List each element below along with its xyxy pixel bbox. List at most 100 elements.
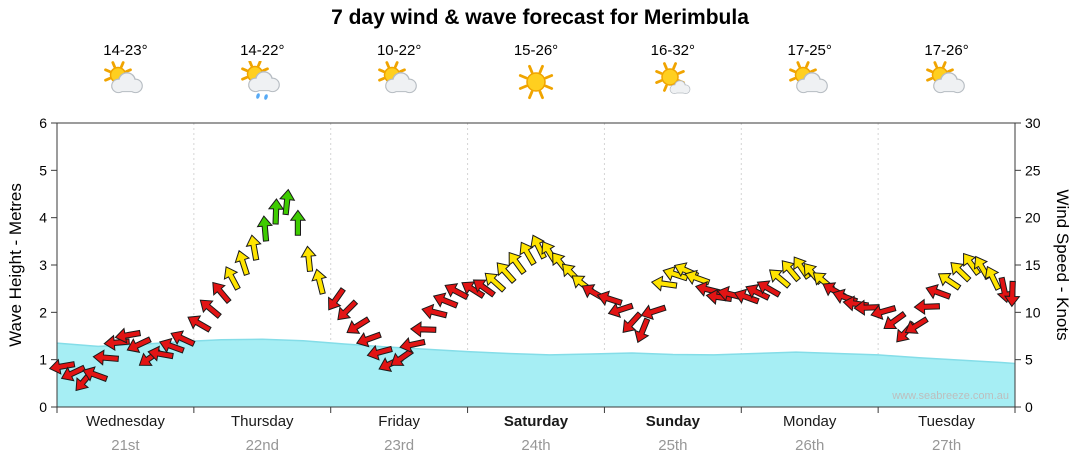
wind-arrow xyxy=(300,245,317,273)
wind-arrow xyxy=(103,334,130,351)
wind-arrow xyxy=(925,283,952,300)
cloud-icon xyxy=(248,71,281,93)
temperature-range: 14-23° xyxy=(103,42,148,59)
weather-icon-partly-cloudy xyxy=(378,61,417,94)
y-left-tick-label: 2 xyxy=(39,304,47,320)
temperature-range: 10-22° xyxy=(376,42,422,59)
wind-arrow xyxy=(346,316,371,334)
wind-arrow xyxy=(223,266,241,291)
wind-arrow xyxy=(48,358,76,375)
wind-arrow xyxy=(289,209,307,236)
weather-icon-partly-cloudy xyxy=(104,61,144,94)
day-date-label: 24th xyxy=(521,437,551,454)
day-date-label: 26th xyxy=(795,437,825,454)
wind-arrow xyxy=(853,299,880,316)
day-forecast-header: 17-25° xyxy=(786,42,834,108)
y-right-tick-label: 10 xyxy=(1025,304,1041,320)
cloud-icon xyxy=(932,72,965,94)
wind-arrow xyxy=(607,302,634,319)
day-date-label: 27th xyxy=(931,437,962,454)
wind-arrow xyxy=(733,288,760,305)
wind-arrow xyxy=(234,249,251,276)
weather-icon-partly-cloudy xyxy=(925,61,965,94)
wind-arrow xyxy=(768,269,792,289)
wind-arrow xyxy=(684,269,711,286)
wind-arrow xyxy=(870,304,897,320)
y-left-tick-label: 4 xyxy=(39,210,47,226)
day-name-label: Saturday xyxy=(503,413,569,430)
day-forecast-header: 16-32° xyxy=(649,42,697,108)
y-left-tick-label: 5 xyxy=(39,162,47,178)
y-left-tick-label: 6 xyxy=(39,115,47,131)
temperature-range: 17-25° xyxy=(787,42,832,59)
day-forecast-header: 14-23° xyxy=(101,42,149,108)
y-right-tick-label: 5 xyxy=(1025,352,1033,368)
page-title: 7 day wind & wave forecast for Merimbula xyxy=(331,6,749,29)
weather-icon-partly-cloudy xyxy=(788,61,828,94)
wind-arrow xyxy=(508,251,527,276)
wind-arrow xyxy=(984,265,1002,291)
wind-arrow xyxy=(337,299,359,321)
day-date-label: 25th xyxy=(658,437,688,454)
wind-arrow xyxy=(913,298,941,315)
sun-icon xyxy=(518,64,554,100)
wind-arrow xyxy=(781,260,802,283)
day-name-label: Thursday xyxy=(231,413,294,430)
wind-arrow xyxy=(311,268,328,295)
cloud-icon xyxy=(795,72,828,94)
wind-arrow xyxy=(883,311,907,330)
wave-height-edge xyxy=(56,338,1016,365)
wind-arrow xyxy=(421,303,448,320)
weather-icon-partly-cloudy-rain xyxy=(241,60,281,100)
wind-arrow xyxy=(650,275,678,292)
wind-arrow xyxy=(472,279,496,298)
cloud-icon xyxy=(111,72,144,94)
wind-arrow xyxy=(950,261,972,283)
wind-arrow xyxy=(126,336,152,353)
y-right-tick-label: 20 xyxy=(1025,210,1041,226)
wind-arrow xyxy=(355,331,382,348)
sun-icon xyxy=(655,62,685,92)
y-left-tick-label: 0 xyxy=(39,399,47,415)
day-forecast-header: 17-26° xyxy=(923,42,971,108)
wind-arrow xyxy=(256,215,273,242)
cloud-icon xyxy=(669,80,691,94)
y-right-tick-label: 0 xyxy=(1025,399,1033,415)
wind-arrow xyxy=(596,290,623,307)
wind-arrow xyxy=(366,344,393,361)
day-date-label: 21st xyxy=(111,437,140,454)
wind-arrow xyxy=(1004,280,1021,308)
wind-arrow xyxy=(170,330,196,347)
day-date-label: 23rd xyxy=(384,437,415,454)
raindrop-icon xyxy=(264,94,269,100)
wind-arrow xyxy=(640,304,667,320)
wind-arrow xyxy=(114,327,142,344)
wind-arrow xyxy=(937,272,962,291)
left-axis-label: Wave Height - Metres xyxy=(6,183,25,347)
day-name-label: Friday xyxy=(378,413,420,430)
y-left-tick-label: 3 xyxy=(39,257,47,273)
right-axis-label: Wind Speed - Knots xyxy=(1053,189,1072,341)
wind-arrow xyxy=(279,188,296,216)
wind-arrow xyxy=(199,299,222,319)
wind-arrow xyxy=(432,292,459,309)
wind-arrow xyxy=(745,284,771,301)
temperature-range: 14-22° xyxy=(240,42,285,59)
day-name-label: Tuesday xyxy=(918,413,976,430)
cloud-icon xyxy=(385,72,417,94)
y-right-tick-label: 15 xyxy=(1025,257,1041,273)
wind-arrow xyxy=(187,315,212,333)
wind-arrow xyxy=(634,317,651,344)
watermark: www.seabreeze.com.au xyxy=(891,390,1009,402)
wind-arrow xyxy=(82,366,109,382)
y-right-tick-label: 25 xyxy=(1025,162,1041,178)
wind-arrow xyxy=(399,337,426,354)
temperature-range: 17-26° xyxy=(924,42,969,59)
y-left-tick-label: 1 xyxy=(39,352,47,368)
wind-arrow xyxy=(461,281,486,299)
day-name-label: Sunday xyxy=(645,413,700,430)
wind-arrow xyxy=(756,280,782,298)
weather-icon-mostly-sunny xyxy=(655,62,691,94)
